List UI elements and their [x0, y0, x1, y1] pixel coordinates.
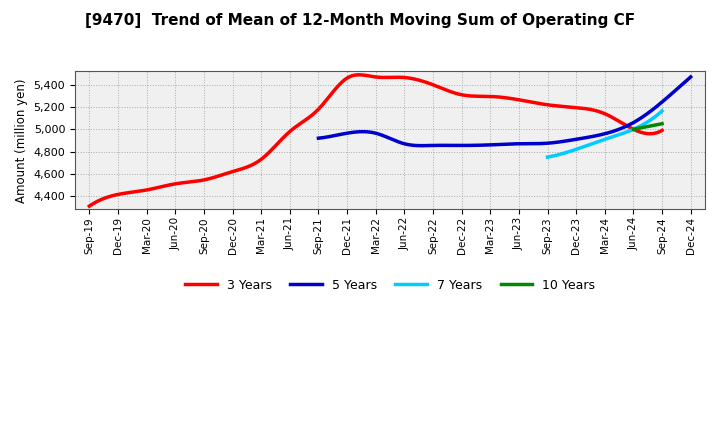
3 Years: [87, 202, 96, 208]
5 Years: [629, 120, 638, 125]
Legend: 3 Years, 5 Years, 7 Years, 10 Years: 3 Years, 5 Years, 7 Years, 10 Years: [180, 274, 600, 297]
3 Years: [428, 82, 436, 87]
Line: 5 Years: 5 Years: [318, 77, 690, 146]
5 Years: [686, 74, 695, 80]
7 Years: [611, 133, 620, 139]
3 Years: [570, 105, 578, 110]
7 Years: [544, 154, 552, 160]
3 Years: [658, 128, 667, 133]
3 Years: [355, 72, 364, 77]
3 Years: [426, 81, 435, 86]
Y-axis label: Amount (million yen): Amount (million yen): [15, 78, 28, 203]
Text: [9470]  Trend of Mean of 12-Month Moving Sum of Operating CF: [9470] Trend of Mean of 12-Month Moving …: [85, 13, 635, 28]
Line: 7 Years: 7 Years: [547, 111, 662, 157]
10 Years: [658, 121, 667, 126]
5 Years: [315, 136, 324, 141]
7 Years: [658, 108, 667, 114]
Line: 3 Years: 3 Years: [89, 75, 662, 206]
5 Years: [536, 141, 544, 146]
Line: 10 Years: 10 Years: [634, 124, 662, 129]
7 Years: [611, 133, 620, 139]
5 Years: [653, 103, 662, 109]
7 Years: [640, 121, 649, 127]
5 Years: [543, 140, 552, 146]
10 Years: [629, 127, 638, 132]
3 Years: [438, 86, 446, 91]
7 Years: [543, 154, 552, 160]
5 Years: [314, 136, 323, 141]
3 Years: [606, 114, 615, 119]
3 Years: [85, 203, 94, 209]
7 Years: [647, 117, 656, 122]
5 Years: [418, 143, 426, 148]
5 Years: [537, 141, 546, 146]
7 Years: [613, 132, 622, 138]
